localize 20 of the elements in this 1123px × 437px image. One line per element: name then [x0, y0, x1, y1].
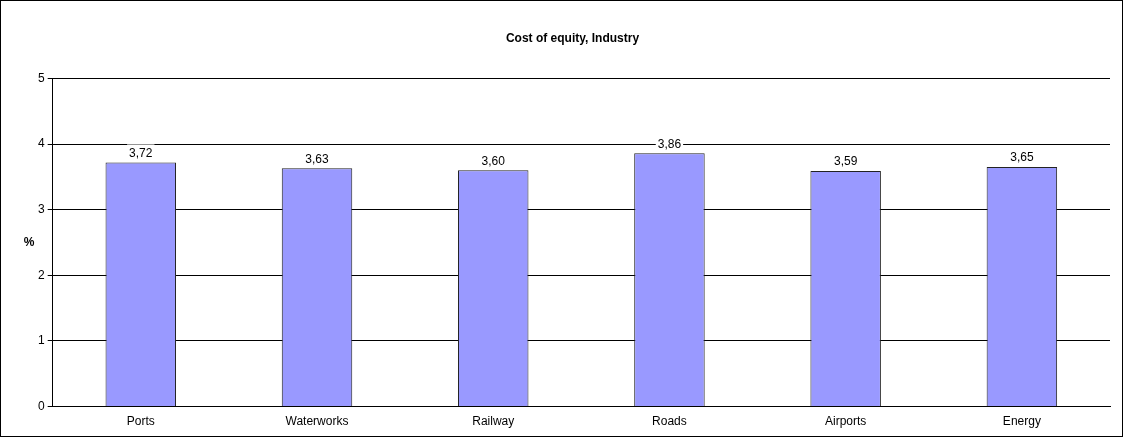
data-label: 3,59 [833, 154, 858, 169]
x-tick-label: Ports [126, 414, 155, 429]
data-label: 3,72 [129, 145, 153, 160]
data-label: 3,86 [657, 136, 682, 151]
y-tick-label: 5 [37, 70, 45, 85]
y-tick-label: 4 [37, 136, 45, 151]
data-label: 3,60 [481, 153, 506, 168]
x-tick-label: Roads [652, 414, 687, 429]
x-tick-label: Waterworks [285, 414, 349, 429]
y-tick-label: 3 [37, 201, 45, 216]
y-axis-title: % [23, 234, 35, 249]
x-tick-label: Railway [472, 414, 515, 429]
data-label: 3,65 [1010, 150, 1034, 165]
y-tick-label: 1 [37, 333, 45, 348]
y-tick-label: 0 [37, 398, 45, 413]
y-tick-label: 2 [37, 267, 45, 282]
x-tick-label: Airports [825, 414, 867, 429]
chart-title: Cost of equity, Industry [505, 30, 640, 45]
data-label: 3,63 [305, 151, 330, 166]
x-tick-label: Energy [1002, 414, 1041, 429]
